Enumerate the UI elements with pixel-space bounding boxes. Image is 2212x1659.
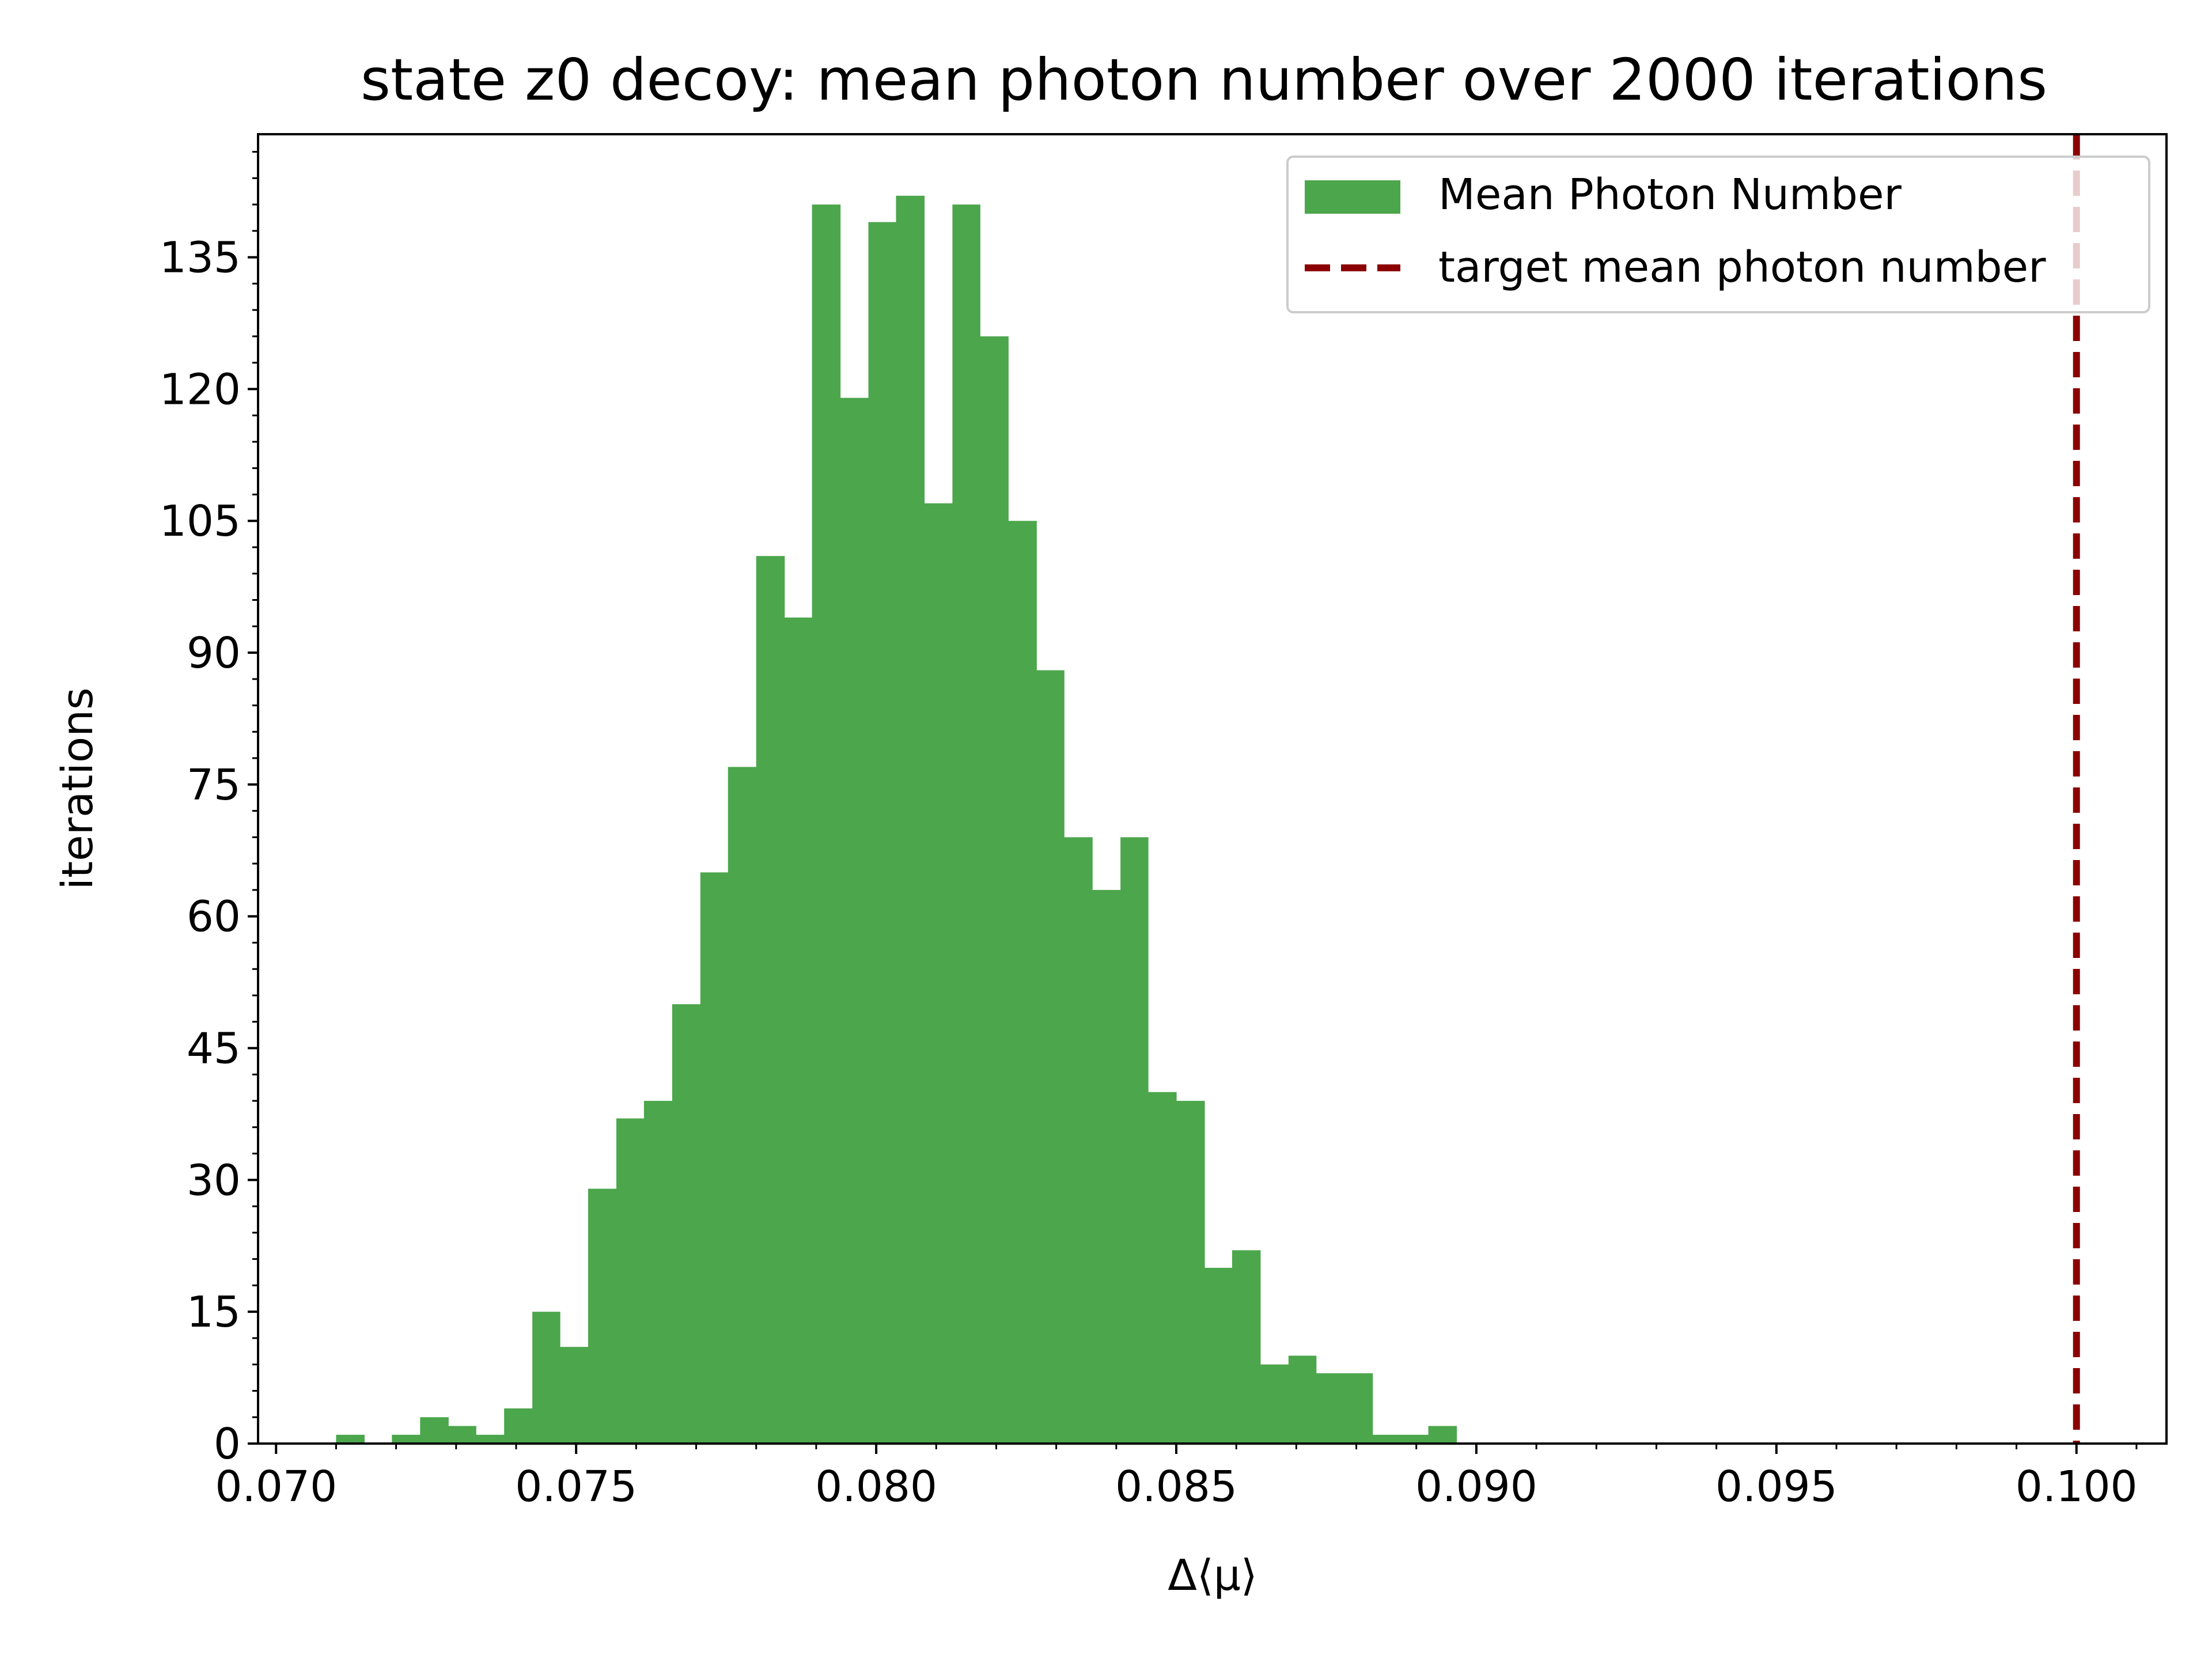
histogram-bar: [1148, 1092, 1177, 1444]
histogram-bar: [1344, 1373, 1373, 1444]
y-tick-label: 120: [160, 365, 241, 414]
x-tick-label: 0.095: [1715, 1462, 1838, 1512]
histogram-bar: [504, 1408, 533, 1444]
x-tick-label: 0.100: [2016, 1462, 2138, 1512]
histogram-bar: [1428, 1426, 1457, 1444]
histogram-bars: [336, 195, 1457, 1444]
y-tick-label: 135: [160, 233, 241, 283]
y-tick-label: 60: [187, 892, 241, 942]
y-tick-label: 30: [187, 1156, 241, 1205]
legend-swatch-mean-photon-number: [1305, 180, 1400, 214]
histogram-bar: [952, 204, 980, 1444]
histogram-bar: [560, 1347, 589, 1444]
legend-label-mean-photon-number: Mean Photon Number: [1438, 170, 1902, 219]
histogram-bar: [1008, 521, 1037, 1444]
x-axis-label: Δ⟨μ⟩: [1168, 1551, 1257, 1600]
histogram-bar: [1232, 1250, 1261, 1444]
histogram-bar: [868, 222, 897, 1444]
histogram-bar: [392, 1434, 421, 1444]
histogram-bar: [980, 336, 1009, 1444]
histogram-bar: [700, 872, 729, 1444]
histogram-bar: [672, 1004, 701, 1444]
histogram-bar: [1260, 1364, 1289, 1444]
y-tick-label: 90: [187, 628, 241, 678]
y-tick-label: 105: [160, 497, 241, 546]
histogram-bar: [1204, 1267, 1233, 1444]
histogram-bar: [1176, 1101, 1205, 1444]
histogram-bar: [1036, 670, 1065, 1444]
histogram-bar: [1316, 1373, 1345, 1444]
histogram-bar: [532, 1312, 560, 1444]
x-tick-label: 0.085: [1115, 1462, 1237, 1512]
x-tick-label: 0.070: [215, 1462, 337, 1512]
y-tick-label: 0: [214, 1419, 241, 1469]
histogram-bar: [1092, 889, 1121, 1444]
x-axis-ticks: 0.070 0.075 0.080 0.085 0.090 0.095 0.100: [215, 1444, 2138, 1512]
histogram-bar: [643, 1101, 673, 1444]
histogram-bar: [1400, 1434, 1429, 1444]
plot-frame: [257, 133, 2168, 1445]
histogram-bar: [756, 556, 785, 1444]
y-axis-ticks: 0 15 30 45 60 75 90 105 120 135: [160, 151, 258, 1469]
histogram-bar: [924, 503, 953, 1444]
histogram-bar: [588, 1188, 617, 1444]
legend: Mean Photon Number target mean photon nu…: [1286, 156, 2150, 313]
histogram-bar: [840, 397, 869, 1444]
histogram-bar: [1120, 837, 1149, 1444]
legend-label-target-mean-photon-number: target mean photon number: [1438, 243, 2046, 292]
histogram-bar: [1288, 1355, 1317, 1444]
histogram-bar: [784, 618, 813, 1444]
histogram-bar: [728, 767, 757, 1444]
legend-box: [1286, 156, 2150, 313]
y-tick-label: 45: [187, 1024, 241, 1074]
chart-title: state z0 decoy: mean photon number over …: [361, 46, 2047, 113]
y-axis-label: iterations: [53, 687, 103, 889]
y-tick-label: 15: [187, 1287, 241, 1337]
y-tick-label: 75: [187, 760, 241, 810]
histogram-bar: [1372, 1434, 1401, 1444]
x-tick-label: 0.090: [1415, 1462, 1537, 1512]
x-tick-label: 0.080: [815, 1462, 937, 1512]
histogram-bar: [616, 1118, 645, 1444]
histogram-bar: [896, 195, 925, 1444]
x-tick-label: 0.075: [515, 1462, 637, 1512]
histogram-bar: [1064, 837, 1093, 1444]
histogram-bar: [336, 1434, 365, 1444]
histogram-bar: [420, 1417, 449, 1444]
histogram-bar: [812, 204, 841, 1444]
histogram-bar: [448, 1426, 476, 1444]
histogram-bar: [476, 1434, 505, 1444]
